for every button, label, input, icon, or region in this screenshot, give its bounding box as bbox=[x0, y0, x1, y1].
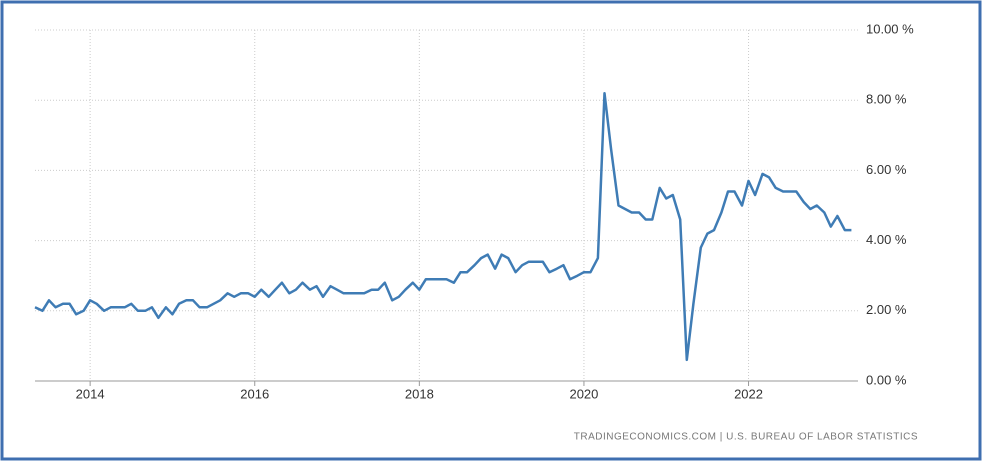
x-tick-label: 2022 bbox=[734, 386, 763, 401]
y-tick-label: 10.00 % bbox=[866, 21, 914, 36]
y-tick-label: 0.00 % bbox=[866, 372, 907, 387]
source: TRADINGECONOMICS.COM | U.S. BUREAU OF LA… bbox=[574, 432, 918, 443]
y-tick-label: 8.00 % bbox=[866, 92, 907, 107]
y-tick-label: 6.00 % bbox=[866, 162, 907, 177]
x-tick-label: 2018 bbox=[405, 386, 434, 401]
x-tick-label: 2020 bbox=[569, 386, 598, 401]
line bbox=[34, 91, 852, 362]
x-tick-label: 2014 bbox=[76, 386, 105, 401]
x-tick-label: 2016 bbox=[240, 386, 269, 401]
y-tick-label: 4.00 % bbox=[866, 232, 907, 247]
y-tick-label: 2.00 % bbox=[866, 302, 907, 317]
